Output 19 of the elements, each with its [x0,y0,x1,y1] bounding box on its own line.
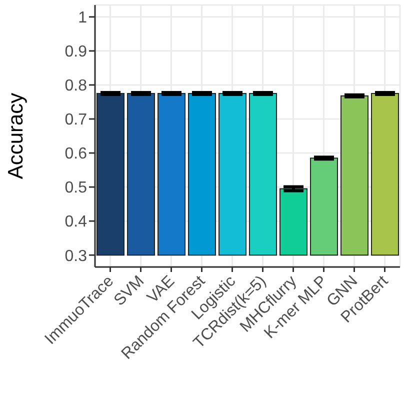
y-tick-label: 0.7 [64,112,88,129]
bar [127,92,155,256]
y-tick-label: 0.6 [64,146,88,163]
y-axis-title: Accuracy [4,92,28,180]
y-tick-label: 0.3 [64,248,88,265]
y-tick-label: 0.9 [64,44,88,61]
bar [280,188,308,256]
y-tick-label: 0.4 [64,214,88,231]
bar [188,92,216,256]
y-tick-label: 1 [78,10,88,27]
bar [218,92,246,256]
bar [158,92,186,256]
bar [371,92,399,256]
y-tick-label: 0.5 [64,180,88,197]
bar [310,158,338,256]
y-tick-label: 0.8 [64,78,88,95]
bar [96,92,124,256]
bar [249,92,277,256]
bar [340,95,368,256]
